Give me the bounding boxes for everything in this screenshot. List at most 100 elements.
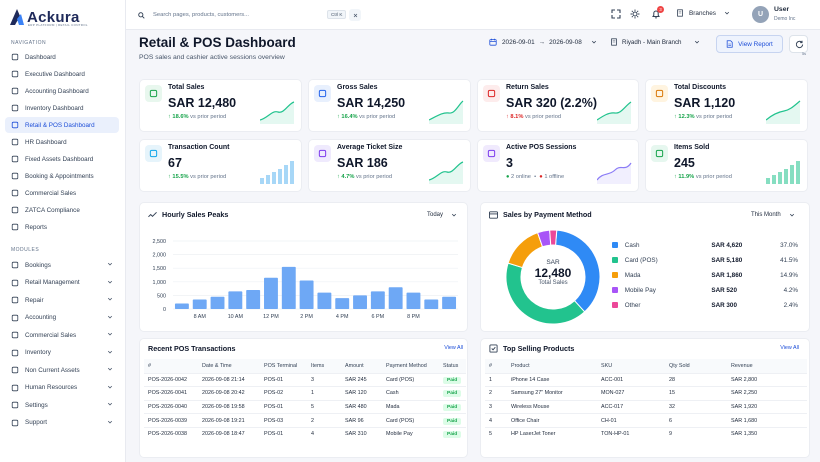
legend-item-card-pos[interactable]: Card (POS) SAR 5,180 41.5% [612,254,798,266]
column-header[interactable]: Product [507,359,597,373]
sidebar-module-human-resources[interactable]: Human Resources [5,380,119,396]
kpi-card-return-sales[interactable]: Return Sales SAR 320 (2.2%) ↑ 8.1% vs pr… [477,79,639,132]
bar-6-pm[interactable] [370,291,385,309]
bar-7-pm[interactable] [388,287,403,309]
bar-2-pm[interactable] [299,280,314,309]
search-bar[interactable]: Search pages, products, customers... Ctr… [138,8,361,22]
column-header[interactable]: # [485,359,507,373]
bar-8-pm[interactable] [406,292,421,309]
table-row[interactable]: POS-2026-0038 2026-09-08 18:47 POS-01 4 SAR … [144,426,466,441]
column-header[interactable]: Revenue [727,359,807,373]
kpi-card-transaction-count[interactable]: Transaction Count 67 ↑ 15.5% vs prior pe… [139,139,302,192]
sidebar-item-accounting-dashboard[interactable]: Accounting Dashboard [5,83,119,99]
table-row[interactable]: POS-2026-0041 2026-09-08 20:42 POS-02 1 SAR … [144,386,466,401]
top-products-view-all-link[interactable]: View All [780,345,799,351]
bar-7-am[interactable] [174,303,189,309]
column-header[interactable]: POS Terminal [260,359,307,373]
table-row[interactable]: 3 Wireless Mouse ACC-017 32 SAR 1,920 [485,399,807,414]
sidebar-item-commercial-sales[interactable]: Commercial Sales [5,185,119,201]
sidebar-module-inventory[interactable]: Inventory [5,345,119,361]
search-clear-button[interactable] [349,9,361,21]
sidebar-module-commercial-sales[interactable]: Commercial Sales [5,327,119,343]
legend-item-cash[interactable]: Cash SAR 4,620 37.0% [612,239,798,251]
kpi-card-total-sales[interactable]: Total Sales SAR 12,480 ↑ 18.6% vs prior … [139,79,302,132]
kpi-card-active-pos-sessions[interactable]: Active POS Sessions 3 ● 2 online • ● 1 o… [477,139,639,192]
branch-selector[interactable]: Riyadh - Main Branch [610,38,700,46]
column-header[interactable]: Status [439,359,466,373]
sidebar-item-reports[interactable]: Reports [5,219,119,235]
sidebar-module-repair[interactable]: Repair [5,292,119,308]
table-row[interactable]: POS-2026-0040 2026-09-08 19:58 POS-01 5 SAR … [144,399,466,414]
kpi-online: 2 online [511,174,531,180]
table-row[interactable]: POS-2026-0042 2026-09-08 21:14 POS-01 3 SAR … [144,372,466,387]
legend-swatch [612,287,618,293]
bar-10-pm[interactable] [442,296,457,309]
bar-10-am[interactable] [228,291,243,309]
kpi-offline: 1 offline [544,174,565,180]
sidebar-item-booking-appointments[interactable]: Booking & Appointments [5,168,119,184]
table-cell: 4 [485,413,507,428]
sidebar-item-inventory-dashboard[interactable]: Inventory Dashboard [5,100,119,116]
sidebar-item-hr-dashboard[interactable]: HR Dashboard [5,134,119,150]
column-header[interactable]: Date & Time [198,359,260,373]
search-input[interactable]: Search pages, products, customers... [153,12,250,18]
bar-9-pm[interactable] [424,299,439,309]
legend-item-mada[interactable]: Mada SAR 1,860 14.9% [612,269,798,281]
bar-5-pm[interactable] [353,295,367,309]
kpi-card-gross-sales[interactable]: Gross Sales SAR 14,250 ↑ 16.4% vs prior … [308,79,471,132]
table-cell: HP LaserJet Toner [507,426,597,441]
sidebar-item-dashboard[interactable]: Dashboard [5,49,119,65]
transactions-view-all-link[interactable]: View All [444,345,463,351]
sidebar-module-support[interactable]: Support [5,415,119,431]
bar-1-pm[interactable] [281,266,296,309]
bar-9-am[interactable] [210,296,225,309]
branches-dropdown[interactable]: Branches [676,9,730,17]
bar-8-am[interactable] [192,299,207,309]
sidebar-item-fixed-assets-dashboard[interactable]: Fixed Assets Dashboard [5,151,119,167]
sidebar-module-accounting[interactable]: Accounting [5,310,119,326]
column-header[interactable]: Amount [341,359,382,373]
donut-slice-other[interactable] [549,229,558,246]
avatar[interactable]: U [752,6,769,23]
bell-icon[interactable] [651,9,661,19]
sidebar-item-zatca-compliance[interactable]: ZATCA Compliance [5,202,119,218]
sidebar-module-retail-management[interactable]: Retail Management [5,275,119,291]
sidebar-item-executive-dashboard[interactable]: Executive Dashboard [5,66,119,82]
refresh-button[interactable]: 5s [789,35,808,56]
legend-item-mobile-pay[interactable]: Mobile Pay SAR 520 4.2% [612,284,798,296]
bar-3-pm[interactable] [317,292,332,309]
payment-range-select[interactable]: This Month [751,212,795,218]
hourly-range-select[interactable]: Today [427,212,457,218]
table-row[interactable]: POS-2026-0039 2026-09-08 19:21 POS-03 2 SAR … [144,413,466,428]
sidebar-module-bookings[interactable]: Bookings [5,257,119,273]
kpi-sparkline [766,100,801,124]
shield-icon [11,206,19,214]
kpi-card-average-ticket-size[interactable]: Average Ticket Size SAR 186 ↑ 4.7% vs pr… [308,139,471,192]
table-row[interactable]: 1 iPhone 14 Case ACC-001 28 SAR 2,800 [485,372,807,387]
bar-4-pm[interactable] [335,298,350,309]
kpi-card-total-discounts[interactable]: Total Discounts SAR 1,120 ↑ 12.3% vs pri… [645,79,808,132]
bar-11-am[interactable] [246,289,261,309]
bar-12-pm[interactable] [264,277,278,309]
sidebar-item-retail-pos-dashboard[interactable]: Retail & POS Dashboard [5,117,119,133]
column-header[interactable]: Items [307,359,341,373]
column-header[interactable]: Payment Method [382,359,439,373]
legend-item-other[interactable]: Other SAR 300 2.4% [612,299,798,311]
column-header[interactable]: # [144,359,198,373]
table-row[interactable]: 5 HP LaserJet Toner TON-HP-01 9 SAR 1,350 [485,426,807,441]
brand-logo[interactable]: Ackura [9,6,80,28]
table-cell: POS-2026-0041 [144,386,198,401]
table-row[interactable]: 4 Office Chair CH-01 6 SAR 1,680 [485,413,807,428]
sidebar-module-settings[interactable]: Settings [5,397,119,413]
table-cell: SAR 1,350 [727,426,807,441]
date-range-picker[interactable]: 2026-09-01 → 2026-09-08 [489,38,597,46]
fullscreen-icon[interactable] [611,9,621,19]
theme-toggle-icon[interactable] [630,9,640,19]
sidebar-module-non-current-assets[interactable]: Non Current Assets [5,362,119,378]
kpi-value: 245 [674,156,695,170]
column-header[interactable]: Qty Sold [665,359,727,373]
table-row[interactable]: 2 Samsung 27" Monitor MON-027 15 SAR 2,250 [485,386,807,401]
kpi-card-items-sold[interactable]: Items Sold 245 ↑ 11.9% vs prior period [645,139,808,192]
column-header[interactable]: SKU [597,359,665,373]
view-report-button[interactable]: View Report [716,35,783,53]
